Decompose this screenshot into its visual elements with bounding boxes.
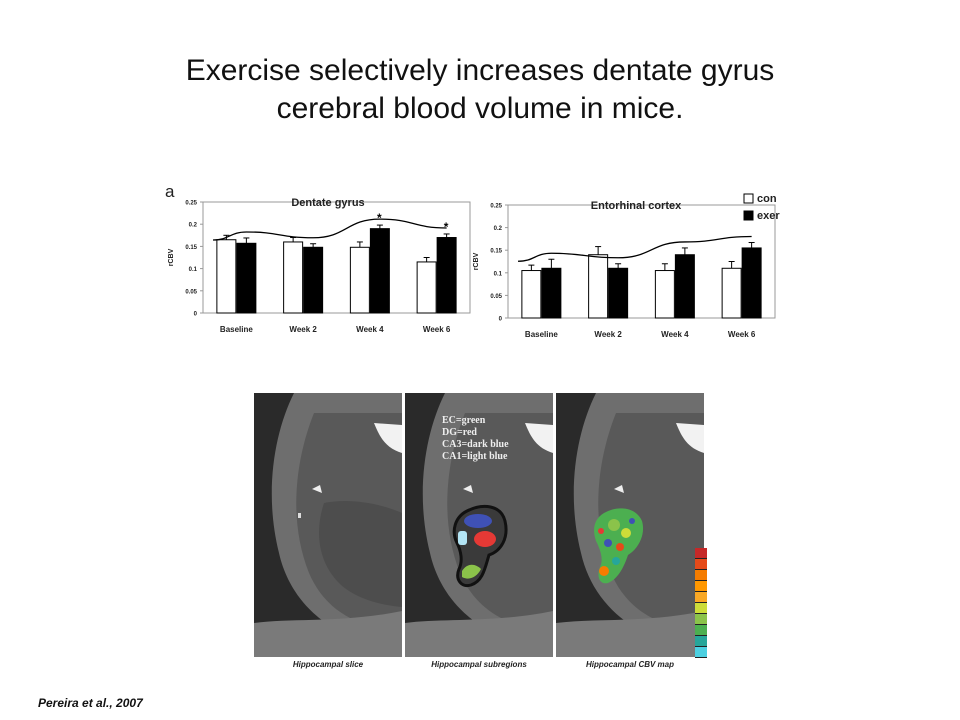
x-tick-label: Week 2 xyxy=(594,330,622,339)
significance-marker: * xyxy=(377,211,382,225)
ca1-region xyxy=(458,531,467,545)
x-tick-label: Baseline xyxy=(220,325,253,334)
caption-slice: Hippocampal slice xyxy=(292,660,364,669)
mri-subregions-image xyxy=(405,393,553,657)
y-tick-label: 0.25 xyxy=(490,204,502,210)
legend-con-label: con xyxy=(757,193,777,205)
con-bar xyxy=(283,241,304,314)
colorbar-swatch xyxy=(695,647,707,658)
y-tick-label: 0.2 xyxy=(494,226,503,232)
y-tick-label: 0 xyxy=(499,317,503,323)
region-legend-ca1: CA1=light blue xyxy=(442,451,508,462)
trend-line xyxy=(212,218,447,241)
legend-con-swatch xyxy=(743,193,754,204)
caption-cbv-map: Hippocampal CBV map xyxy=(585,660,674,669)
con-bar xyxy=(721,267,742,319)
dg-region xyxy=(474,531,496,547)
exer-bar xyxy=(741,247,762,319)
colorbar-swatch xyxy=(695,581,707,592)
y-tick-label: 0.1 xyxy=(494,271,503,277)
x-tick-label: Baseline xyxy=(525,330,558,339)
colorbar-swatch xyxy=(695,559,707,570)
title-line-1: Exercise selectively increases dentate g… xyxy=(185,54,775,87)
colorbar-swatch xyxy=(695,570,707,581)
legend-exer-swatch xyxy=(743,210,754,221)
colorbar-swatch xyxy=(695,614,707,625)
chart-title: Entorhinal cortex xyxy=(591,200,682,212)
plot-frame xyxy=(202,201,471,314)
y-tick-label: 0.05 xyxy=(490,294,502,300)
title-line-2: cerebral blood volume in mice. xyxy=(276,92,684,125)
mri-slice-image xyxy=(254,393,402,657)
con-bar xyxy=(216,239,237,314)
slide-title: Exercise selectively increases dentate g… xyxy=(0,52,960,128)
con-bar xyxy=(588,254,609,319)
chart-title: Dentate gyrus xyxy=(291,197,364,209)
ca3-region xyxy=(464,514,492,528)
legend-exer-label: exer xyxy=(757,210,780,222)
dentate-gyrus-chart: Dentate gyrus rCBV 0 0.05 0.1 0.15 0.2 0.25 Base… xyxy=(168,197,471,334)
con-bar xyxy=(654,270,675,319)
plot-frame xyxy=(507,204,776,319)
bar-charts: a Dentate gyrus rCBV 0 0.05 0.1 0.15 0.2 0.25 Ba… xyxy=(165,182,780,339)
y-tick-label: 0.05 xyxy=(185,289,197,295)
x-tick-label: Week 4 xyxy=(661,330,689,339)
exer-bar xyxy=(608,267,629,319)
mri-figure: EC=green DG=red CA3=dark blue CA1=light … xyxy=(254,393,710,675)
mri-cbv-image xyxy=(556,393,704,657)
region-legend-ca3: CA3=dark blue xyxy=(442,439,509,450)
y-tick-label: 0.25 xyxy=(185,201,197,207)
region-legend-dg: DG=red xyxy=(442,427,477,438)
mri-panel-slice xyxy=(254,393,402,657)
trend-line xyxy=(517,235,752,262)
mri-panel-cbv-map xyxy=(556,393,704,657)
exer-bar xyxy=(236,242,257,314)
colorbar-swatch xyxy=(695,625,707,636)
colorbar-swatch xyxy=(695,636,707,647)
ec-region xyxy=(462,564,481,579)
significance-marker: * xyxy=(444,220,449,234)
region-legend-ec: EC=green xyxy=(442,415,486,426)
citation: Pereira et al., 2007 xyxy=(38,696,143,710)
caption-subregions: Hippocampal subregions xyxy=(431,660,527,669)
y-tick-label: 0.1 xyxy=(189,267,198,273)
x-tick-label: Week 6 xyxy=(728,330,756,339)
exer-bar xyxy=(436,237,457,314)
exer-bar xyxy=(674,254,695,319)
con-bar xyxy=(349,246,370,314)
y-axis-label: rCBV xyxy=(168,248,175,266)
exer-bar xyxy=(303,246,324,314)
y-tick-label: 0.15 xyxy=(490,249,502,255)
chart-legend: con exer xyxy=(743,193,780,222)
x-tick-label: Week 6 xyxy=(423,325,451,334)
colorbar-swatch xyxy=(695,603,707,614)
x-tick-label: Week 4 xyxy=(356,325,384,334)
x-tick-label: Week 2 xyxy=(289,325,317,334)
cbv-colorbar xyxy=(695,548,707,658)
colorbar-swatch xyxy=(695,592,707,603)
y-tick-label: 0 xyxy=(194,312,198,318)
mri-panel-subregions: EC=green DG=red CA3=dark blue CA1=light … xyxy=(405,393,553,657)
region-legend: EC=green DG=red CA3=dark blue CA1=light … xyxy=(442,415,509,463)
panel-label: a xyxy=(165,182,175,201)
exer-bar xyxy=(541,267,562,319)
y-tick-label: 0.2 xyxy=(189,223,198,229)
y-tick-label: 0.15 xyxy=(185,245,197,251)
con-bar xyxy=(416,261,437,314)
exer-bar xyxy=(369,228,390,314)
entorhinal-cortex-chart: Entorhinal cortex rCBV 0 0.05 0.1 0.15 0.2 0.25… xyxy=(473,200,776,339)
y-axis-label: rCBV xyxy=(473,252,480,270)
colorbar-swatch xyxy=(695,548,707,559)
con-bar xyxy=(521,270,542,319)
